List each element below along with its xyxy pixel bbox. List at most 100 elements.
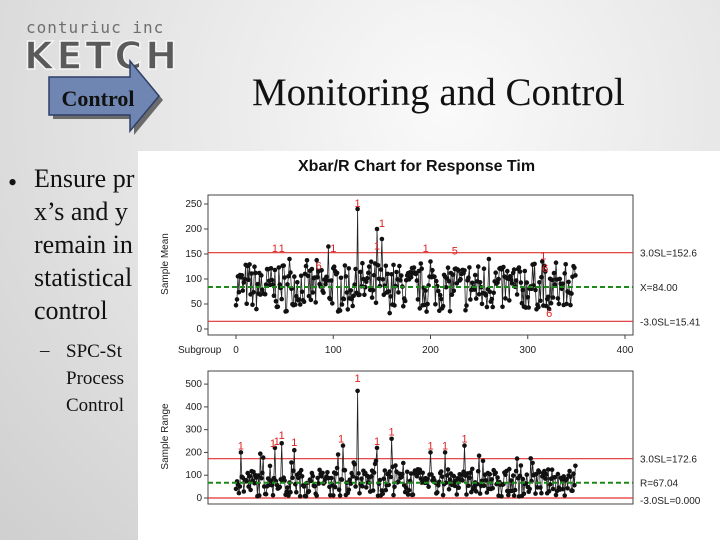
data-point xyxy=(533,287,538,293)
data-point xyxy=(477,491,483,496)
data-point xyxy=(495,475,500,480)
data-point xyxy=(410,492,416,498)
data-point xyxy=(301,484,307,489)
data-point xyxy=(475,468,481,474)
data-point xyxy=(475,264,481,269)
data-point xyxy=(337,308,343,313)
data-point xyxy=(501,264,506,270)
data-point xyxy=(351,293,356,299)
data-point xyxy=(294,490,299,495)
data-point xyxy=(370,488,376,493)
data-point xyxy=(499,494,504,499)
control-arrow-shape xyxy=(48,58,163,135)
data-point xyxy=(333,471,339,477)
data-point xyxy=(352,282,357,287)
data-point xyxy=(545,467,551,472)
data-point xyxy=(564,301,569,307)
data-point xyxy=(539,274,544,280)
data-point xyxy=(236,289,242,295)
data-point xyxy=(339,302,345,307)
data-point xyxy=(500,304,505,310)
data-point xyxy=(317,467,322,473)
data-point xyxy=(402,298,408,304)
data-point xyxy=(490,304,496,310)
data-point xyxy=(432,274,437,279)
data-point xyxy=(246,277,251,283)
data-point xyxy=(252,264,257,269)
data-point xyxy=(521,491,527,497)
data-point xyxy=(291,468,296,474)
ucl-label: 3.0SL=172.6 xyxy=(640,455,697,466)
data-point xyxy=(368,474,374,479)
data-point xyxy=(527,486,532,492)
data-point xyxy=(310,473,316,479)
bullet-line: x’s and y xyxy=(34,197,128,226)
data-point xyxy=(356,471,361,476)
data-point xyxy=(481,266,487,271)
data-point xyxy=(505,268,510,274)
y-tick-label: 0 xyxy=(196,324,202,335)
y-tick-label: 500 xyxy=(185,379,202,390)
data-point xyxy=(435,490,440,495)
data-point xyxy=(389,436,394,442)
data-point xyxy=(560,486,566,492)
ucl-label: 3.0SL=152.6 xyxy=(640,249,697,260)
x-tick-label: 100 xyxy=(325,345,342,356)
y-tick-label: 300 xyxy=(185,425,202,436)
data-point xyxy=(329,475,334,481)
data-point xyxy=(476,292,482,297)
data-point xyxy=(330,301,335,306)
out-of-control-marker: 1 xyxy=(330,243,336,255)
data-point xyxy=(466,275,471,280)
data-point xyxy=(553,260,559,265)
data-point xyxy=(394,269,399,275)
data-point xyxy=(347,477,353,483)
data-point xyxy=(290,475,295,481)
data-point xyxy=(314,493,319,498)
data-point xyxy=(537,469,542,475)
data-point xyxy=(298,467,304,473)
bullet-line: statistical xyxy=(34,263,133,292)
out-of-control-marker: 6 xyxy=(316,261,322,273)
data-point xyxy=(383,487,389,493)
data-point xyxy=(375,263,381,268)
data-point xyxy=(524,280,530,285)
data-point xyxy=(452,483,458,489)
data-point xyxy=(380,277,386,282)
data-point xyxy=(360,484,365,489)
data-point xyxy=(304,258,310,263)
data-point xyxy=(571,471,576,477)
out-of-control-marker: 1 xyxy=(355,198,361,210)
data-point xyxy=(458,276,463,282)
data-point xyxy=(566,279,571,285)
data-point xyxy=(263,282,269,287)
data-point xyxy=(514,456,520,461)
out-of-control-marker: 1 xyxy=(374,241,380,253)
data-point xyxy=(303,263,309,269)
data-point xyxy=(487,471,493,477)
data-point xyxy=(473,296,479,301)
data-point xyxy=(476,453,482,459)
data-point xyxy=(462,443,467,448)
data-point xyxy=(293,302,298,307)
data-point xyxy=(404,469,410,475)
data-point xyxy=(259,273,264,278)
data-point xyxy=(483,293,489,298)
data-point xyxy=(357,292,362,297)
data-point xyxy=(470,466,475,472)
data-point xyxy=(417,467,423,473)
data-point xyxy=(320,470,325,476)
y-tick-label: 50 xyxy=(191,299,203,310)
data-point xyxy=(573,463,578,469)
data-point xyxy=(246,484,251,489)
data-point xyxy=(484,490,490,495)
data-point xyxy=(260,455,266,460)
data-point xyxy=(287,256,292,262)
data-point xyxy=(303,494,309,499)
data-point xyxy=(538,485,543,490)
data-point xyxy=(325,278,330,283)
lcl-label: -3.0SL=15.41 xyxy=(640,317,701,328)
data-point xyxy=(289,460,294,465)
data-point xyxy=(279,441,284,446)
data-point xyxy=(381,476,387,482)
